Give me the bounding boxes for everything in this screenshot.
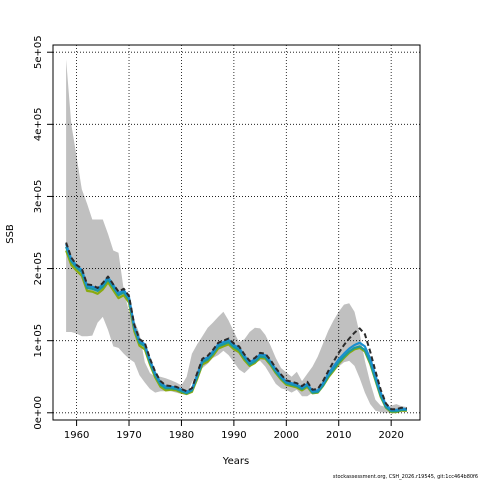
series-layer bbox=[65, 242, 408, 414]
y-tick-label: 2e+05 bbox=[33, 252, 44, 286]
x-tick-label: 2010 bbox=[326, 430, 351, 441]
y-tick-label: 4e+05 bbox=[33, 108, 44, 142]
series-line-1 bbox=[65, 242, 408, 411]
x-tick-label: 1980 bbox=[169, 430, 194, 441]
x-tick-label: 1970 bbox=[116, 430, 141, 441]
y-tick-label: 1e+05 bbox=[33, 324, 44, 358]
grid-layer bbox=[53, 45, 420, 420]
y-tick-label: 0e+00 bbox=[33, 396, 44, 430]
x-tick-label: 2020 bbox=[378, 430, 403, 441]
x-tick-label: 1990 bbox=[221, 430, 246, 441]
series-line-3 bbox=[65, 246, 407, 413]
x-tick-label: 1960 bbox=[64, 430, 89, 441]
series-line-2 bbox=[65, 243, 408, 411]
series-line-4 bbox=[65, 250, 407, 414]
y-tick-label: 3e+05 bbox=[33, 180, 44, 214]
y-axis: 0e+00 1e+05 2e+05 3e+05 4e+05 5e+05 bbox=[33, 35, 54, 430]
confidence-band bbox=[66, 59, 407, 413]
y-tick-label: 5e+05 bbox=[33, 35, 44, 69]
confidence-band-layer bbox=[66, 59, 407, 413]
y-axis-title: SSB bbox=[5, 224, 16, 244]
x-tick-label: 2000 bbox=[274, 430, 299, 441]
x-axis-title: Years bbox=[222, 456, 249, 467]
footnote: stockassessment.org, CSH_2026.r19545, gi… bbox=[333, 474, 478, 480]
x-axis: 1960 1970 1980 1990 2000 2010 2020 bbox=[64, 419, 404, 441]
